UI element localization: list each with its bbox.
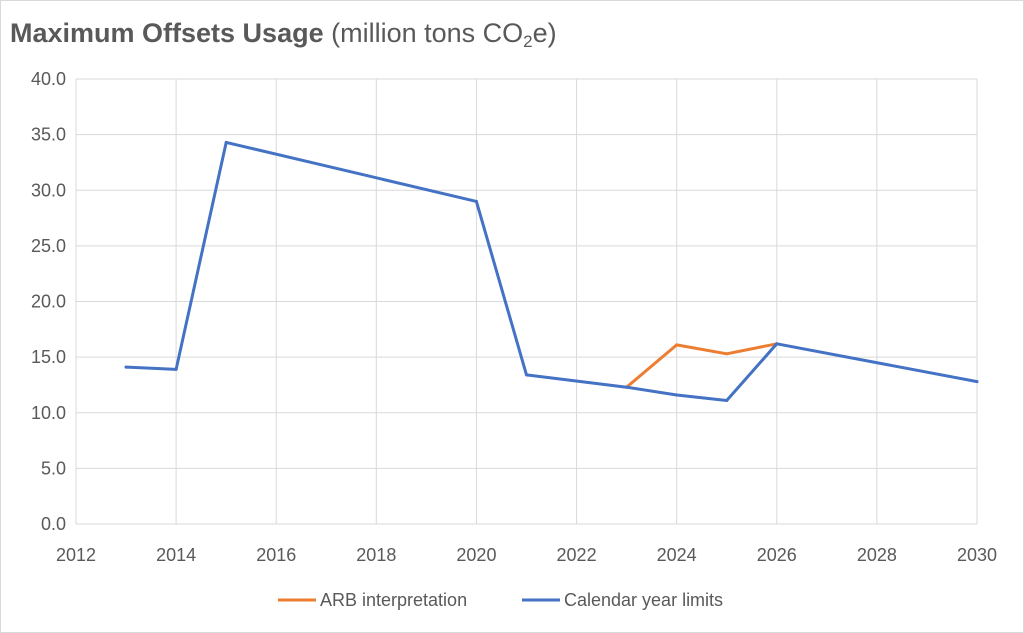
data-point (224, 140, 228, 144)
x-tick-label: 2026 (757, 545, 797, 565)
chart-title-main: Maximum Offsets Usage (10, 18, 324, 48)
data-point (675, 343, 679, 347)
legend-label: ARB interpretation (320, 590, 467, 610)
data-point (474, 199, 478, 203)
data-point (775, 342, 779, 346)
y-tick-label: 20.0 (31, 292, 66, 312)
x-tick-label: 2030 (957, 545, 997, 565)
data-point (124, 365, 128, 369)
data-point (675, 393, 679, 397)
data-point (975, 380, 979, 384)
series-line-1 (625, 342, 779, 389)
y-tick-label: 25.0 (31, 236, 66, 256)
chart-title: Maximum Offsets Usage (million tons CO2e… (10, 18, 557, 52)
data-point (625, 385, 629, 389)
y-tick-label: 0.0 (41, 514, 66, 534)
chart-title-unit: (million tons CO2e) (331, 18, 557, 51)
data-point (725, 399, 729, 403)
x-tick-label: 2018 (356, 545, 396, 565)
x-tick-label: 2016 (256, 545, 296, 565)
y-tick-label: 40.0 (31, 69, 66, 89)
data-point (174, 367, 178, 371)
x-tick-label: 2012 (56, 545, 96, 565)
series-lines (124, 140, 979, 403)
legend-label: Calendar year limits (564, 590, 723, 610)
x-tick-label: 2020 (456, 545, 496, 565)
y-axis-ticks: 0.0 5.0 10.0 15.0 20.0 25.0 30.0 35.0 40.0 (31, 69, 66, 534)
data-point (725, 352, 729, 356)
x-tick-label: 2028 (857, 545, 897, 565)
y-tick-label: 10.0 (31, 403, 66, 423)
x-tick-label: 2024 (657, 545, 697, 565)
x-tick-label: 2022 (557, 545, 597, 565)
series-line-2 (124, 140, 979, 402)
legend: ARB interpretation Calendar year limits (278, 590, 723, 610)
y-tick-label: 30.0 (31, 180, 66, 200)
grid-lines (75, 78, 978, 525)
y-tick-label: 15.0 (31, 347, 66, 367)
x-tick-label: 2014 (156, 545, 196, 565)
y-tick-label: 35.0 (31, 125, 66, 145)
x-axis-ticks: 2012 2014 2016 2018 2020 2022 2024 2026 2028 2030 (56, 545, 997, 565)
data-point (525, 373, 528, 377)
y-tick-label: 5.0 (41, 458, 66, 478)
